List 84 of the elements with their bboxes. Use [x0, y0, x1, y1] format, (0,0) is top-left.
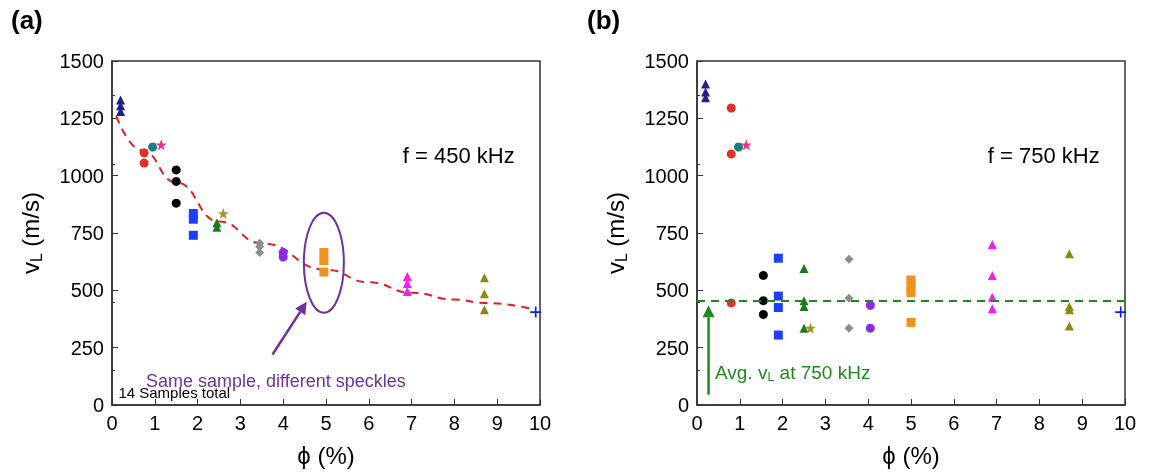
point [530, 306, 542, 318]
point [773, 303, 783, 313]
y-axis-title: vL (m/s) [17, 192, 45, 274]
y-tick-label: 750 [655, 222, 689, 244]
x-tick-label: 5 [905, 412, 917, 434]
y-tick-label: 1000 [644, 164, 689, 187]
point [171, 198, 181, 208]
point [1064, 249, 1074, 259]
y-tick-label: 1500 [59, 50, 104, 72]
y-tick-label: 1250 [59, 107, 104, 130]
y-tick-label: 0 [677, 394, 689, 416]
point [906, 288, 916, 298]
point [319, 256, 329, 266]
point [758, 309, 768, 319]
point [799, 264, 809, 274]
point [799, 323, 809, 333]
point [726, 149, 736, 159]
chart-title: (b) [587, 5, 621, 35]
x-tick-label: 5 [320, 412, 332, 434]
chart-title: (a) [11, 5, 43, 35]
y-tick-label: 250 [655, 336, 689, 359]
point [155, 139, 167, 151]
x-tick-label: 3 [819, 412, 831, 434]
point [148, 142, 158, 152]
x-tick-label: 6 [363, 412, 375, 434]
y-tick-label: 1500 [644, 50, 689, 72]
point [773, 291, 783, 301]
y-tick-label: 1000 [59, 164, 104, 187]
point [865, 323, 875, 333]
point [171, 165, 181, 175]
y-tick-label: 250 [70, 336, 104, 359]
x-tick-label: 8 [1033, 412, 1045, 434]
point [906, 317, 916, 327]
x-tick-label: 7 [991, 412, 1003, 434]
point [188, 214, 198, 224]
point [734, 142, 744, 152]
x-tick-label: 10 [1113, 412, 1137, 434]
point [726, 103, 736, 113]
x-tick-label: 1 [149, 412, 161, 434]
point [740, 139, 752, 151]
point [758, 296, 768, 306]
point [188, 230, 198, 240]
point [804, 322, 816, 334]
y-tick-label: 500 [655, 279, 689, 302]
y-tick-label: 750 [70, 222, 104, 244]
point [402, 272, 412, 282]
point [319, 267, 329, 277]
point [844, 254, 854, 264]
x-tick-label: 2 [777, 412, 789, 434]
annotation: f = 450 kHz [402, 142, 515, 168]
x-tick-label: 8 [448, 412, 460, 434]
point [139, 148, 149, 158]
point [987, 270, 997, 280]
y-tick-label: 1250 [644, 107, 689, 130]
point [773, 253, 783, 263]
x-tick-label: 3 [234, 412, 246, 434]
x-tick-label: 9 [1076, 412, 1088, 434]
x-tick-label: 10 [528, 412, 552, 434]
x-tick-label: 6 [948, 412, 960, 434]
x-axis-title: ϕ (%) [882, 441, 940, 469]
y-tick-label: 0 [92, 394, 104, 416]
point [1115, 306, 1127, 318]
point [479, 273, 489, 283]
x-tick-label: 4 [862, 412, 874, 434]
point [758, 270, 768, 280]
x-tick-label: 1 [734, 412, 746, 434]
x-tick-label: 0 [106, 412, 118, 434]
x-tick-label: 2 [192, 412, 204, 434]
x-tick-label: 0 [691, 412, 703, 434]
point [773, 330, 783, 340]
x-tick-label: 9 [491, 412, 503, 434]
annotation: f = 750 kHz [987, 142, 1100, 168]
y-tick-label: 500 [70, 279, 104, 302]
point [844, 323, 854, 333]
x-axis-title: ϕ (%) [297, 441, 355, 469]
point [987, 239, 997, 249]
y-axis-title: vL (m/s) [602, 192, 630, 274]
point [171, 176, 181, 186]
x-tick-label: 7 [406, 412, 418, 434]
x-tick-label: 4 [277, 412, 289, 434]
point [844, 293, 854, 303]
point [865, 300, 875, 310]
point [139, 158, 149, 168]
point [217, 208, 229, 220]
